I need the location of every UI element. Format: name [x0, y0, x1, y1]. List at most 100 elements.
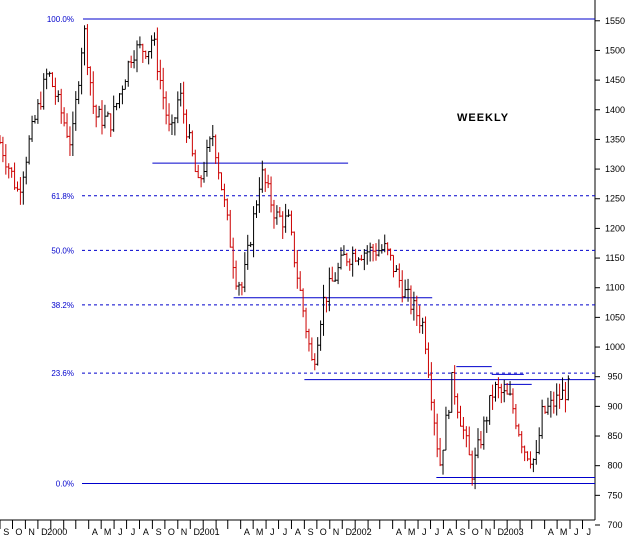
price-bar: [202, 161, 206, 183]
price-bar: [220, 172, 224, 191]
price-bar: [403, 279, 407, 298]
price-bar: [359, 254, 363, 261]
price-bar: [424, 316, 428, 355]
price-bar: [109, 113, 113, 137]
price-bar: [205, 139, 209, 177]
y-axis: 700 750 800 850 900 950 1000 1050 1100 1150 1200 12…: [595, 16, 625, 530]
price-bar: [234, 260, 238, 290]
x-tick-label: J: [283, 527, 288, 537]
price-bar: [126, 60, 130, 87]
price-bar: [313, 353, 317, 371]
price-bar: [412, 291, 416, 321]
price-bar: [371, 244, 375, 262]
price-bar: [555, 383, 559, 416]
x-tick-label: J: [574, 527, 579, 537]
price-bar: [362, 249, 366, 271]
y-tick-label: 700: [607, 520, 622, 530]
x-tick-label: 2003: [504, 527, 524, 537]
price-bar: [88, 66, 92, 96]
price-bar: [552, 391, 556, 414]
x-tick-label: S: [308, 527, 314, 537]
price-bar: [298, 271, 302, 292]
price-bar: [179, 83, 183, 107]
price-bar: [21, 171, 25, 205]
price-bar: [243, 252, 247, 293]
price-bar: [132, 50, 136, 69]
price-bar: [193, 149, 197, 173]
price-bar: [336, 262, 340, 285]
price-bar: [499, 383, 503, 404]
x-tick-label: M: [560, 527, 568, 537]
x-tick-label: M: [104, 527, 112, 537]
y-tick-label: 750: [607, 490, 622, 500]
fib-level-label: 23.6%: [51, 369, 74, 378]
price-bar: [292, 231, 296, 268]
price-bar: [327, 267, 331, 312]
price-bar: [421, 317, 425, 334]
x-tick-label: O: [472, 527, 479, 537]
price-bar: [304, 307, 308, 339]
price-bar: [409, 285, 413, 315]
price-bar: [287, 209, 291, 218]
price-bars: [0, 24, 570, 490]
price-bar: [426, 342, 430, 379]
price-bar: [263, 168, 267, 192]
price-bar: [117, 93, 121, 109]
x-tick-label: D: [193, 527, 200, 537]
y-tick-label: 1400: [605, 105, 625, 115]
price-bar: [135, 40, 139, 73]
y-tick-label: 850: [607, 431, 622, 441]
fib-level-label: 100.0%: [47, 15, 74, 24]
price-bar: [356, 257, 360, 266]
price-bar: [493, 381, 497, 402]
price-bar: [138, 36, 142, 49]
price-bar: [39, 91, 43, 110]
price-bar: [354, 248, 358, 263]
price-bar: [546, 397, 550, 415]
price-bar: [141, 43, 145, 63]
price-bar: [252, 206, 256, 258]
price-bar: [225, 198, 229, 221]
price-bar: [307, 328, 311, 352]
y-tick-label: 1500: [605, 45, 625, 55]
price-bar: [561, 377, 565, 400]
price-bar: [444, 406, 448, 451]
price-bar: [83, 25, 87, 66]
price-bar: [549, 390, 553, 418]
price-bar: [246, 234, 250, 270]
price-bar: [80, 47, 84, 95]
price-bar: [447, 409, 451, 420]
price-bar: [185, 109, 189, 143]
fib-level-label: 61.8%: [51, 192, 74, 201]
price-bar: [464, 426, 468, 448]
price-bar: [330, 266, 334, 282]
price-bar: [74, 91, 78, 131]
price-bar: [322, 284, 326, 336]
price-bar: [167, 103, 171, 132]
price-bar: [333, 272, 337, 282]
price-bar: [170, 114, 174, 136]
price-bar: [228, 209, 232, 248]
y-tick-label: 900: [607, 401, 622, 411]
price-bar: [214, 134, 218, 165]
y-tick-label: 1550: [605, 16, 625, 26]
price-bar: [249, 241, 253, 248]
price-bar: [94, 104, 98, 128]
y-tick-label: 1150: [605, 253, 624, 263]
price-bar: [502, 379, 506, 403]
fibonacci-levels: 100.0% 61.8% 50.0% 38.2% 23.6% 0.0%: [47, 15, 595, 488]
price-bar: [476, 428, 480, 459]
price-bar: [429, 362, 433, 411]
price-bar: [319, 320, 323, 351]
x-tick-label: J: [270, 527, 275, 537]
price-bar: [278, 207, 282, 218]
price-bar: [272, 199, 276, 229]
price-bar: [71, 111, 75, 157]
fib-level-label: 0.0%: [56, 479, 74, 488]
price-bar: [479, 431, 483, 449]
price-bar: [112, 95, 116, 132]
price-bar: [394, 265, 398, 273]
price-bar: [68, 126, 72, 156]
price-bar: [196, 164, 200, 179]
